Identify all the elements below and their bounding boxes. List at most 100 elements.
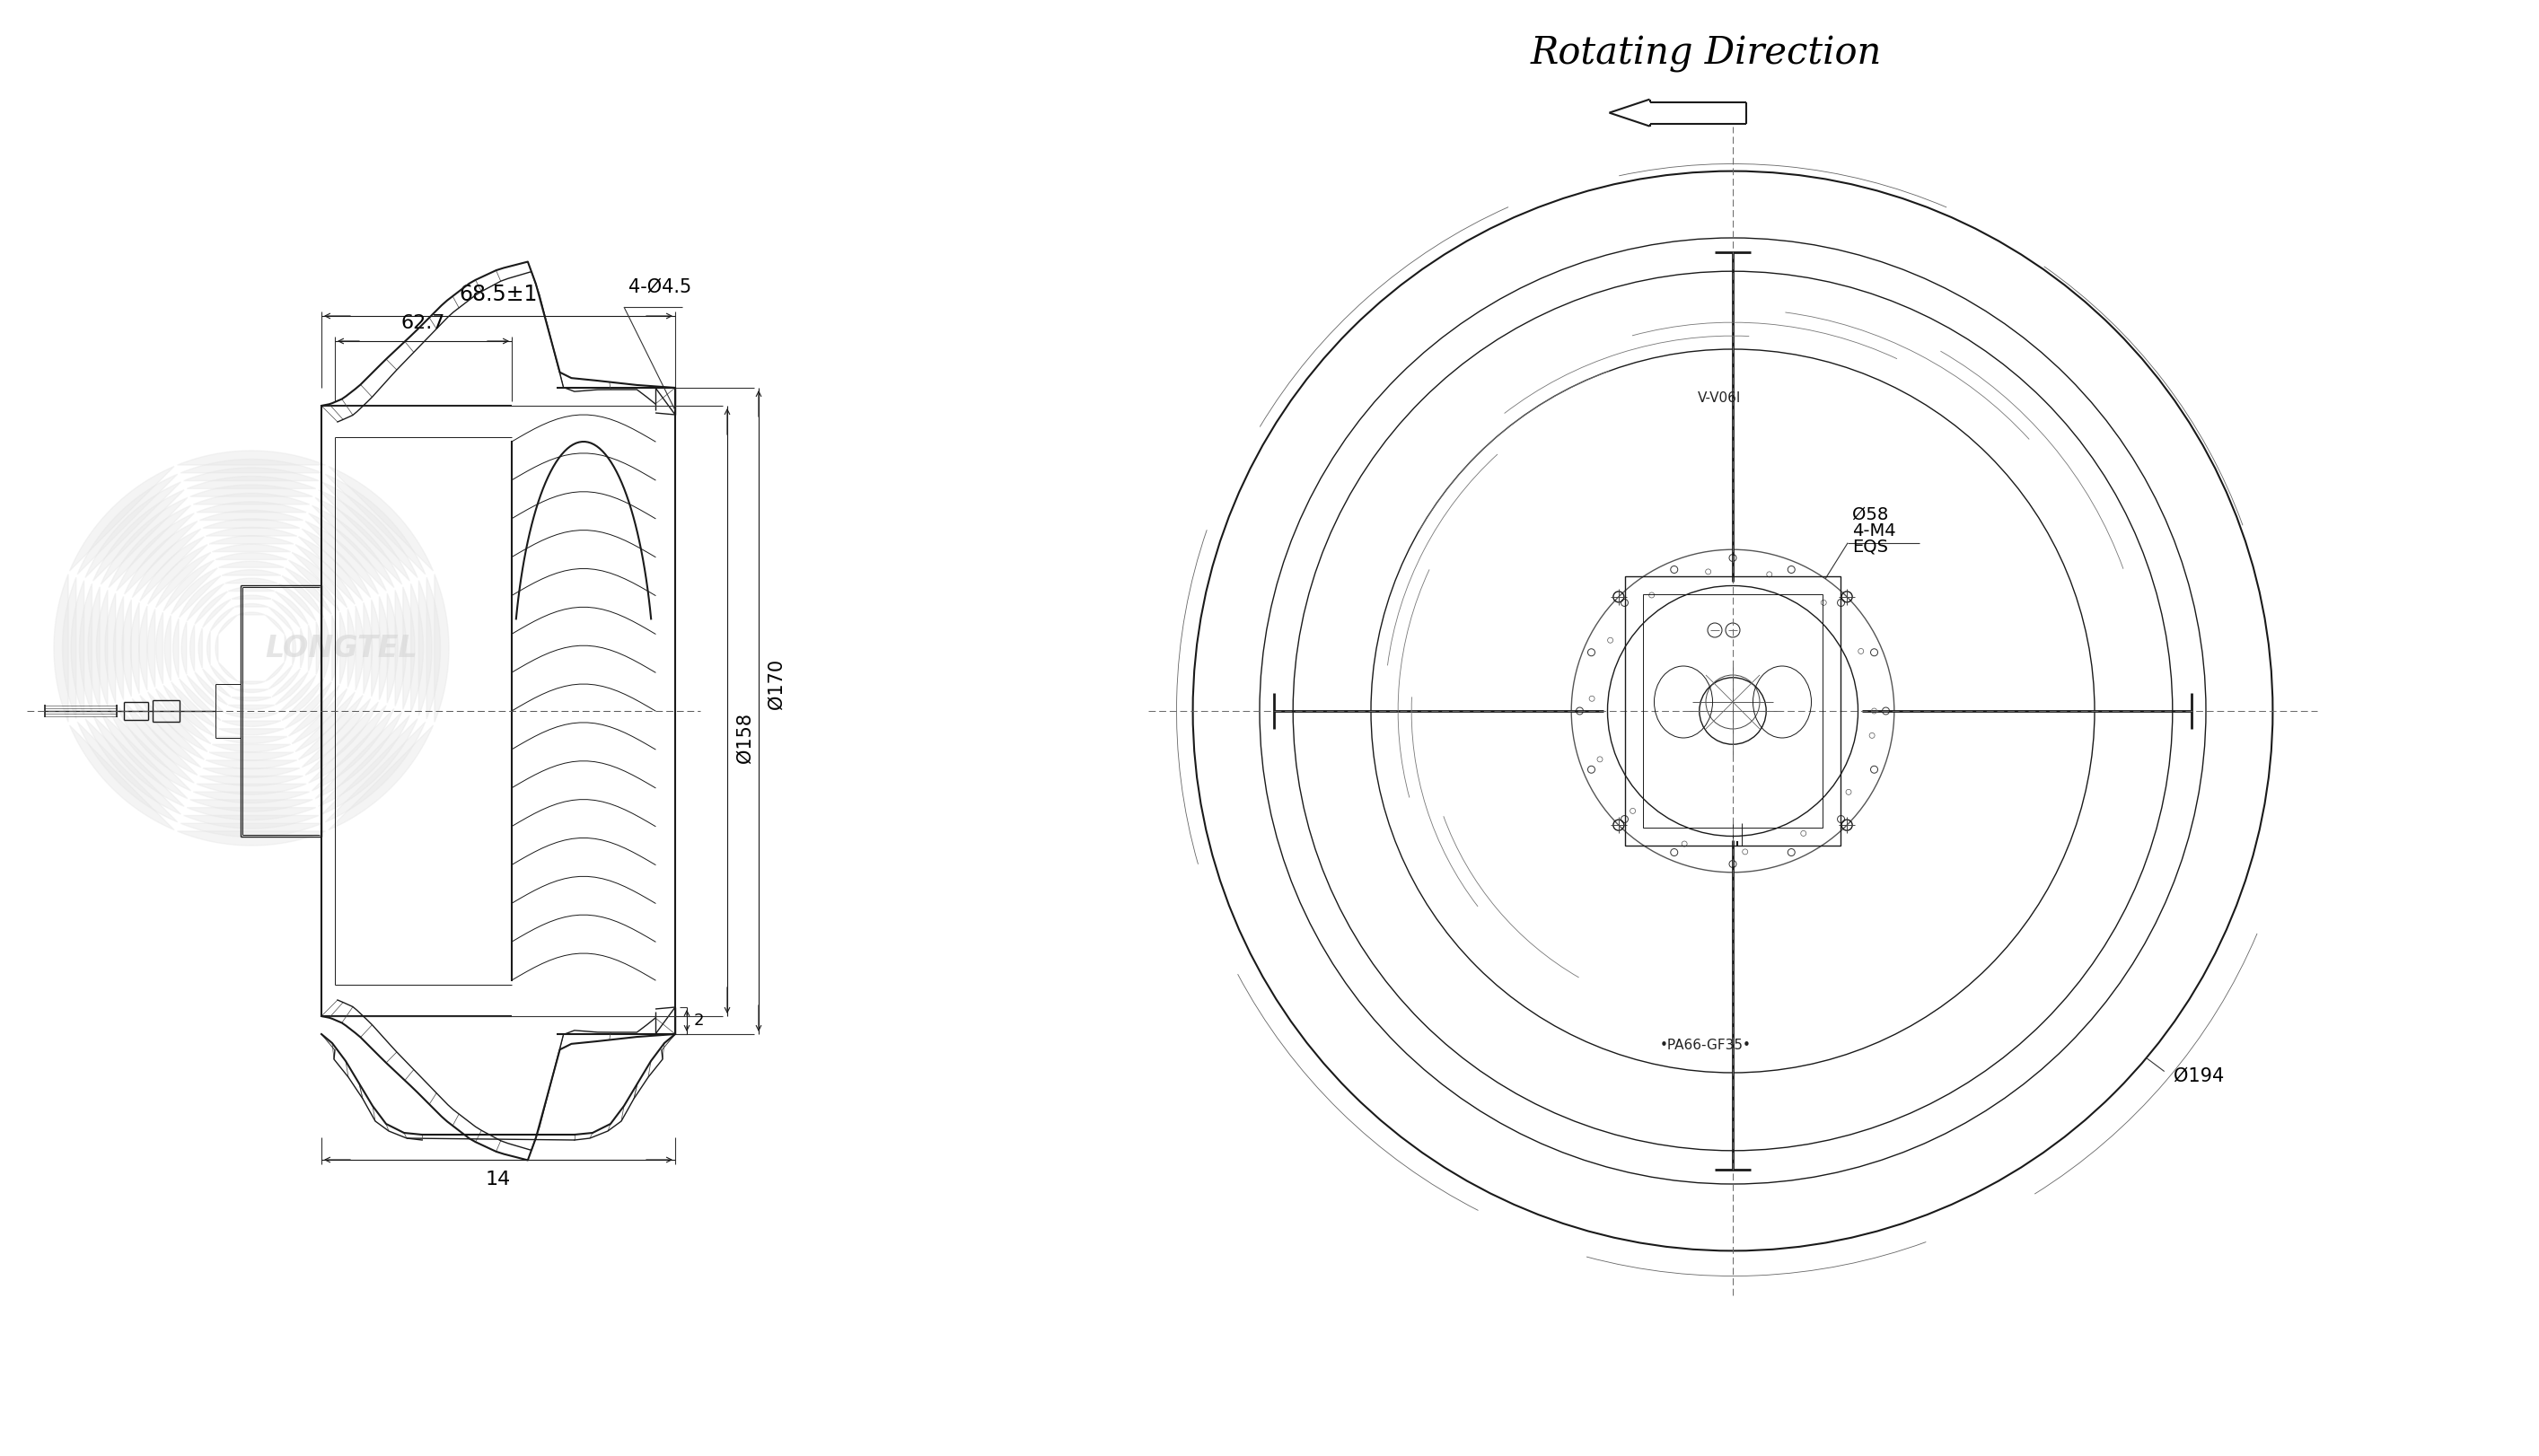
Polygon shape <box>231 596 272 598</box>
Polygon shape <box>307 625 312 671</box>
Polygon shape <box>188 676 223 712</box>
Polygon shape <box>76 722 178 823</box>
Polygon shape <box>170 681 218 728</box>
Polygon shape <box>132 529 201 597</box>
Polygon shape <box>315 712 401 798</box>
Polygon shape <box>201 776 302 786</box>
Polygon shape <box>302 699 371 767</box>
Polygon shape <box>234 689 269 693</box>
Polygon shape <box>274 591 307 625</box>
Polygon shape <box>102 498 188 584</box>
Polygon shape <box>170 568 218 614</box>
Polygon shape <box>208 632 211 665</box>
Polygon shape <box>162 561 213 612</box>
Polygon shape <box>218 728 284 735</box>
Polygon shape <box>96 590 107 706</box>
Polygon shape <box>317 622 322 674</box>
Text: Ø158: Ø158 <box>736 713 754 763</box>
Polygon shape <box>180 622 185 674</box>
Polygon shape <box>419 581 432 716</box>
Polygon shape <box>208 753 295 760</box>
Polygon shape <box>272 668 300 697</box>
Polygon shape <box>218 614 236 633</box>
Polygon shape <box>196 502 307 513</box>
Text: Ø194: Ø194 <box>2173 1067 2224 1085</box>
Polygon shape <box>188 808 315 820</box>
Polygon shape <box>289 561 340 612</box>
Polygon shape <box>188 476 315 489</box>
Polygon shape <box>173 619 178 677</box>
Polygon shape <box>216 635 218 661</box>
Polygon shape <box>203 600 231 628</box>
Polygon shape <box>272 600 300 628</box>
Polygon shape <box>86 719 180 814</box>
Polygon shape <box>180 823 322 837</box>
Polygon shape <box>295 545 355 604</box>
Polygon shape <box>190 799 312 811</box>
Polygon shape <box>183 815 320 828</box>
Text: •PA66-GF35•: •PA66-GF35• <box>1661 1040 1752 1053</box>
Polygon shape <box>282 678 322 721</box>
Polygon shape <box>180 577 221 617</box>
Polygon shape <box>267 662 284 681</box>
Polygon shape <box>178 451 325 464</box>
Text: 4-M4: 4-M4 <box>1853 523 1897 539</box>
Polygon shape <box>104 593 117 703</box>
Text: 4-Ø4.5: 4-Ø4.5 <box>630 278 691 296</box>
Polygon shape <box>234 604 269 607</box>
Polygon shape <box>348 609 355 687</box>
Polygon shape <box>300 629 305 668</box>
Polygon shape <box>305 702 378 775</box>
Polygon shape <box>269 665 292 689</box>
Polygon shape <box>203 518 300 529</box>
Polygon shape <box>322 719 416 814</box>
Text: 14: 14 <box>485 1171 510 1188</box>
Polygon shape <box>284 568 333 614</box>
Polygon shape <box>201 510 302 520</box>
Polygon shape <box>229 587 274 591</box>
Polygon shape <box>310 514 386 591</box>
Polygon shape <box>292 552 348 607</box>
Polygon shape <box>340 613 348 684</box>
Polygon shape <box>363 603 373 693</box>
Polygon shape <box>180 678 221 721</box>
Polygon shape <box>221 569 282 575</box>
Polygon shape <box>427 578 439 719</box>
Text: EQS: EQS <box>1853 539 1889 555</box>
Polygon shape <box>193 792 310 804</box>
Polygon shape <box>279 584 315 620</box>
Polygon shape <box>188 584 223 620</box>
Polygon shape <box>378 597 388 700</box>
Polygon shape <box>109 505 190 588</box>
Polygon shape <box>325 722 427 823</box>
Text: 2: 2 <box>693 1012 703 1029</box>
Polygon shape <box>322 482 416 578</box>
Polygon shape <box>117 514 193 591</box>
Polygon shape <box>239 681 264 684</box>
Polygon shape <box>196 591 229 625</box>
Polygon shape <box>198 629 203 668</box>
Polygon shape <box>292 689 348 744</box>
Polygon shape <box>196 783 307 795</box>
Polygon shape <box>140 537 203 601</box>
Polygon shape <box>239 612 264 614</box>
Polygon shape <box>178 831 325 846</box>
Polygon shape <box>274 673 307 705</box>
Polygon shape <box>155 613 162 684</box>
Polygon shape <box>193 494 310 504</box>
Polygon shape <box>300 537 363 601</box>
Polygon shape <box>63 578 76 719</box>
Polygon shape <box>284 635 287 661</box>
Polygon shape <box>53 574 69 722</box>
Polygon shape <box>213 744 289 753</box>
Polygon shape <box>295 692 355 751</box>
Polygon shape <box>94 715 185 807</box>
Polygon shape <box>211 607 234 630</box>
Polygon shape <box>218 662 236 681</box>
Polygon shape <box>196 673 229 705</box>
Polygon shape <box>315 498 401 584</box>
Polygon shape <box>267 614 284 633</box>
Polygon shape <box>180 459 322 473</box>
Polygon shape <box>328 466 434 571</box>
Polygon shape <box>279 676 315 712</box>
